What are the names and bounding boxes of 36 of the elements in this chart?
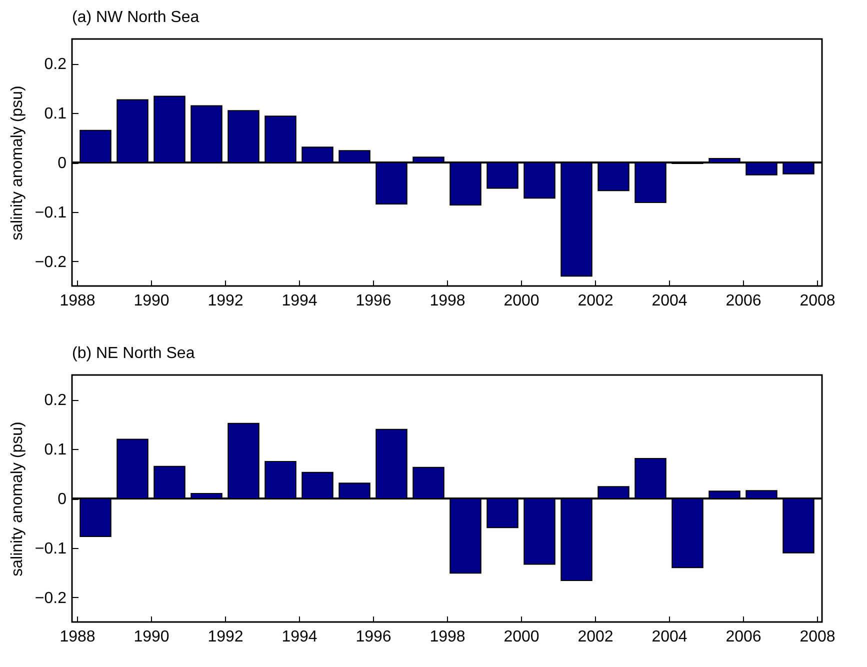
y-tick-label: 0.1 (44, 442, 67, 459)
x-tick-label: 1992 (208, 628, 244, 646)
x-tick-label: 1998 (430, 292, 466, 310)
y-tick-label: 0 (58, 491, 67, 508)
x-tick-label: 1996 (356, 292, 392, 310)
y-tick-label: 0 (58, 155, 67, 172)
x-tick-label: 2008 (800, 628, 836, 646)
x-tick-label: 1988 (60, 628, 96, 646)
y-tick-label: −0.2 (34, 254, 67, 271)
x-tick-label: 2000 (504, 292, 540, 310)
x-tick-label: 2006 (726, 628, 762, 646)
x-tick-label: 1988 (60, 292, 96, 310)
x-tick-label: 2002 (578, 628, 614, 646)
x-tick-label: 2000 (504, 628, 540, 646)
x-tick-label: 1994 (282, 292, 318, 310)
x-tick-label: 2006 (726, 292, 762, 310)
y-tick-label: 0.2 (44, 392, 67, 410)
x-tick-label: 1990 (134, 292, 170, 310)
y-tick-label: 0.1 (44, 106, 67, 123)
chart-title: (a) NW North Sea (72, 9, 200, 26)
x-tick-label: 2002 (578, 292, 614, 310)
x-tick-label: 2008 (800, 292, 836, 310)
x-tick-label: 1996 (356, 628, 392, 646)
x-tick-label: 1994 (282, 628, 318, 646)
x-tick-label: 1990 (134, 628, 170, 646)
y-tick-label: 0.2 (44, 56, 67, 74)
y-axis-title: salinity anomaly (psu) (8, 422, 26, 576)
x-tick-label: 2004 (652, 292, 688, 310)
chart-title: (b) NE North Sea (72, 345, 195, 362)
y-tick-label: −0.1 (34, 204, 67, 222)
x-tick-label: 1992 (208, 292, 244, 310)
x-tick-label: 1998 (430, 628, 466, 646)
y-axis-title: salinity anomaly (psu) (8, 86, 26, 240)
y-tick-label: −0.2 (34, 590, 67, 607)
x-tick-label: 2004 (652, 628, 688, 646)
y-tick-label: −0.1 (34, 540, 67, 558)
